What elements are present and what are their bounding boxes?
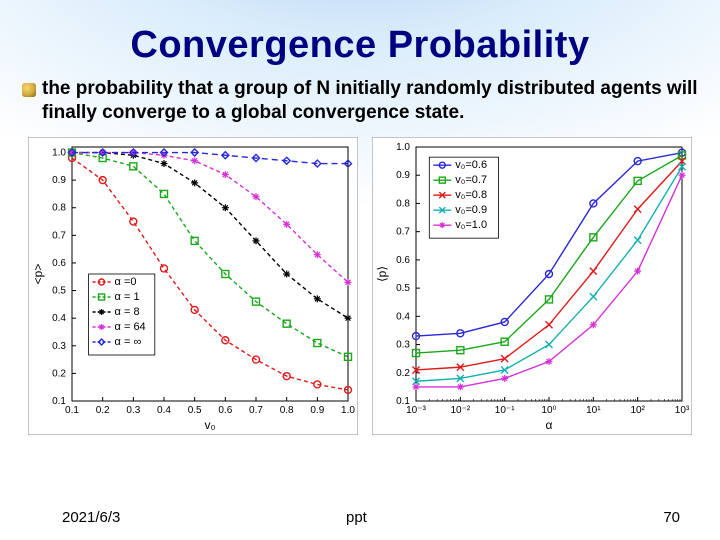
svg-text:0.2: 0.2 xyxy=(396,367,410,378)
bullet-text: the probability that a group of N initia… xyxy=(42,77,698,125)
svg-text:0.1: 0.1 xyxy=(65,405,79,416)
svg-text:0.3: 0.3 xyxy=(126,405,140,416)
svg-text:α = 64: α = 64 xyxy=(115,321,146,333)
svg-text:1.0: 1.0 xyxy=(396,142,410,153)
svg-text:v₀=0.9: v₀=0.9 xyxy=(455,204,487,216)
svg-text:0.4: 0.4 xyxy=(157,405,171,416)
bullet-row: the probability that a group of N initia… xyxy=(22,77,698,125)
svg-text:α: α xyxy=(546,418,553,432)
svg-text:0.1: 0.1 xyxy=(52,396,66,407)
svg-text:0.7: 0.7 xyxy=(52,230,66,241)
svg-text:0.9: 0.9 xyxy=(310,405,324,416)
svg-text:0.4: 0.4 xyxy=(52,313,66,324)
svg-text:v₀: v₀ xyxy=(205,418,216,432)
footer-page: 70 xyxy=(663,509,680,526)
chart-left: 0.1 0.2 0.3 0.4 0.5 0.6 0.7 0.8 0.9 1.0 0.1 0.2 0.3 0… xyxy=(28,137,358,435)
svg-text:0.8: 0.8 xyxy=(396,198,410,209)
svg-text:v₀=1.0: v₀=1.0 xyxy=(455,219,487,231)
svg-text:⟨p⟩: ⟨p⟩ xyxy=(375,265,389,281)
svg-text:10³: 10³ xyxy=(675,405,690,416)
svg-text:0.6: 0.6 xyxy=(396,254,410,265)
footer-mid: ppt xyxy=(346,509,367,526)
footer-date: 2021/6/3 xyxy=(62,509,120,526)
svg-text:0.9: 0.9 xyxy=(52,175,66,186)
svg-text:v₀=0.7: v₀=0.7 xyxy=(455,174,487,186)
svg-text:1.0: 1.0 xyxy=(341,405,355,416)
svg-text:v₀=0.8: v₀=0.8 xyxy=(455,189,487,201)
svg-text:α =0: α =0 xyxy=(115,276,137,288)
svg-text:0.6: 0.6 xyxy=(218,405,232,416)
svg-text:α = 1: α = 1 xyxy=(115,291,140,303)
charts-container: 0.1 0.2 0.3 0.4 0.5 0.6 0.7 0.8 0.9 1.0 0.1 0.2 0.3 0… xyxy=(28,137,692,442)
svg-text:0.5: 0.5 xyxy=(188,405,202,416)
svg-text:0.7: 0.7 xyxy=(249,405,263,416)
svg-text:10²: 10² xyxy=(630,405,645,416)
svg-text:<p>: <p> xyxy=(31,263,45,284)
bullet-icon xyxy=(22,83,36,97)
svg-text:α = ∞: α = ∞ xyxy=(115,336,142,348)
svg-text:1.0: 1.0 xyxy=(52,147,66,158)
svg-text:0.9: 0.9 xyxy=(396,170,410,181)
svg-text:0.2: 0.2 xyxy=(96,405,110,416)
svg-text:α = 8: α = 8 xyxy=(115,306,140,318)
svg-text:v₀=0.6: v₀=0.6 xyxy=(455,159,487,171)
svg-text:0.8: 0.8 xyxy=(280,405,294,416)
chart-right: 10⁻³10⁻²10⁻¹10⁰10¹10²10³0.10.20.30.40.50… xyxy=(372,137,692,435)
svg-text:10⁰: 10⁰ xyxy=(541,405,556,416)
svg-text:10⁻¹: 10⁻¹ xyxy=(495,405,515,416)
svg-text:0.7: 0.7 xyxy=(396,226,410,237)
svg-text:0.6: 0.6 xyxy=(52,257,66,268)
svg-text:0.5: 0.5 xyxy=(396,283,410,294)
svg-text:10¹: 10¹ xyxy=(586,405,601,416)
slide: Convergence Probability the probability … xyxy=(0,0,720,540)
svg-text:0.4: 0.4 xyxy=(396,311,410,322)
svg-text:10⁻²: 10⁻² xyxy=(450,405,470,416)
svg-text:0.3: 0.3 xyxy=(396,339,410,350)
svg-text:0.1: 0.1 xyxy=(396,396,410,407)
slide-title: Convergence Probability xyxy=(0,0,720,67)
svg-text:0.3: 0.3 xyxy=(52,340,66,351)
svg-text:0.5: 0.5 xyxy=(52,285,66,296)
svg-text:0.8: 0.8 xyxy=(52,202,66,213)
svg-text:0.2: 0.2 xyxy=(52,368,66,379)
